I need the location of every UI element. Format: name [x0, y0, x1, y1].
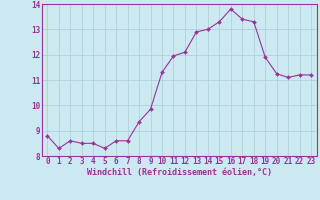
X-axis label: Windchill (Refroidissement éolien,°C): Windchill (Refroidissement éolien,°C): [87, 168, 272, 177]
